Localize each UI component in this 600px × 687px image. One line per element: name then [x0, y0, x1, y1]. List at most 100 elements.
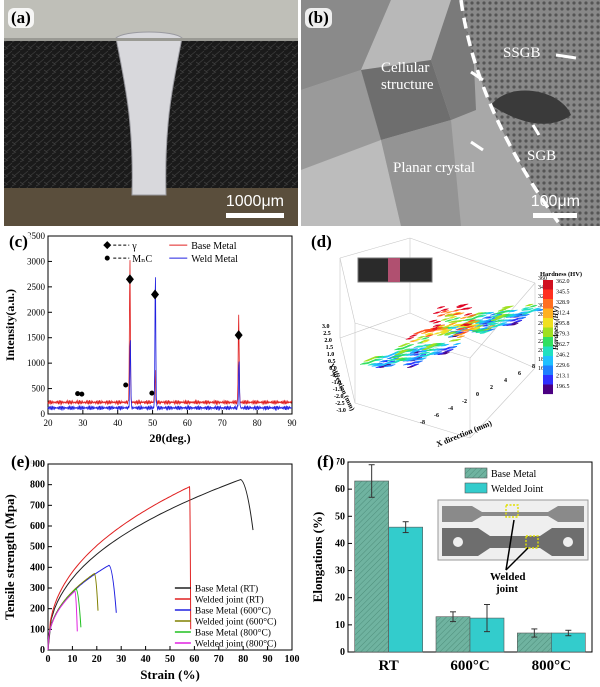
hardness-surface-cell [445, 332, 454, 336]
hardness-surface-cell [505, 305, 514, 309]
colorbar-swatch [543, 356, 553, 366]
hardness-surface-cell [421, 337, 430, 340]
hardness-z-tick: 340 [538, 285, 547, 291]
tensile-ytick-label: 300 [30, 583, 45, 594]
hardness-y-tick: -0.5 [330, 373, 340, 379]
hardness-z-label: Hardness (HV) [552, 306, 560, 351]
xrd-mc-marker [149, 390, 155, 396]
tensile-xtick-label: 40 [141, 654, 151, 665]
xrd-ytick-label: 2000 [27, 307, 46, 317]
tensile-legend-text: Welded joint (600°C) [195, 617, 277, 628]
hardness-surface-cell [525, 308, 534, 311]
hardness-surface-cell [452, 312, 461, 316]
hardness-grid-line [339, 312, 411, 339]
elong-inset-hole [453, 537, 463, 547]
weld-macrograph [4, 0, 298, 226]
xrd-ytick-label: 0 [41, 409, 46, 419]
elong-inset-label: joint [495, 583, 518, 595]
xrd-xtick-label: 80 [253, 418, 263, 428]
tensile-legend-text: Base Metal (800°C) [195, 628, 271, 639]
hardness-surface-cell [433, 320, 442, 324]
hardness-surface-cell [445, 349, 454, 352]
tensile-curve-2 [47, 564, 117, 651]
tensile-xtick-label: 100 [285, 654, 300, 665]
tensile-legend-text: Base Metal (RT) [195, 584, 258, 595]
hardness-surface-cell [433, 332, 442, 335]
hardness-surface-cell [464, 313, 473, 316]
hardness-y-tick: 2.5 [323, 331, 331, 337]
colorbar-title: Hardness (HV) [540, 271, 582, 278]
xrd-ytick-label: 1000 [27, 358, 46, 368]
hardness-x-tick: 6 [518, 371, 521, 377]
panel-e-label: (e) [8, 452, 33, 472]
tensile-xtick-label: 80 [238, 654, 248, 665]
hardness-surface-cell [483, 328, 492, 331]
colorbar-tick: 328.9 [556, 300, 570, 306]
hardness-surface-cell [487, 321, 495, 325]
panel-c-label: (c) [6, 232, 31, 252]
elong-inset-specimen-2 [442, 528, 584, 556]
hardness-grid-line [469, 367, 536, 439]
elong-legend-swatch-weld [464, 482, 488, 494]
legend-base-metal-text: Base Metal [191, 241, 236, 252]
hardness-surface-cell [425, 332, 434, 336]
elong-category-label: 800°C [532, 658, 571, 674]
hardness-y-tick: 0.0 [329, 366, 337, 372]
colorbar-tick: 345.5 [556, 290, 570, 296]
hardness-surface-cell [409, 334, 418, 337]
panel-c: 0 500 1000 1500 2000 2500 3000 3500 20 30 40 50 60 70… [0, 228, 300, 450]
hardness-x-label: X direction (mm) [435, 418, 493, 449]
hardness-x-tick: 4 [504, 378, 507, 384]
hardness-z-tick: 320 [538, 294, 547, 300]
tensile-xtick-label: 0 [46, 654, 51, 665]
xrd-xtick-label: 30 [78, 418, 88, 428]
hardness-surface-cell [425, 334, 434, 337]
hardness-surface-cell [468, 327, 477, 330]
hardness-y-tick: 1.5 [326, 345, 334, 351]
xrd-gamma-marker [234, 330, 243, 341]
elong-legend-text-weld: Welded Joint [491, 484, 543, 495]
elong-ylabel: Elongations (%) [310, 512, 325, 603]
hardness-surface-cell [405, 337, 414, 340]
hardness-surface-cell [429, 319, 438, 323]
hardness-surface-cell [460, 323, 469, 326]
tensile-ytick-label: 500 [30, 542, 45, 553]
hardness-surface-cell [467, 319, 476, 322]
xrd-gamma-marker [125, 274, 134, 285]
hardness-surface-cell [437, 333, 446, 336]
panel-a-label: (a) [8, 8, 34, 28]
elong-ytick-label: 10 [335, 620, 345, 631]
hardness-surface-cell [448, 316, 457, 319]
legend-mc-text: MₙC [132, 254, 152, 265]
hardness-y-tick: -3.0 [336, 408, 346, 414]
xrd-xtick-label: 70 [218, 418, 228, 428]
colorbar-tick: 262.7 [556, 342, 570, 348]
hardness-surface-cell [441, 331, 450, 334]
tensile-legend-text: Welded joint (800°C) [195, 639, 277, 650]
tensile-xtick-label: 70 [214, 654, 224, 665]
xrd-xtick-label: 40 [113, 418, 123, 428]
hardness-y-tick: -1.5 [333, 387, 343, 393]
annotation-sgb: SGB [527, 148, 557, 164]
tensile-ytick-label: 0 [40, 645, 45, 656]
tensile-curve-5 [47, 590, 78, 651]
panel-d: 360 340 320 300 280 260 240 220 200 180 160 Hardnes… [300, 228, 600, 450]
xrd-mc-marker [123, 382, 129, 388]
hardness-surface-cell [453, 342, 461, 346]
hardness-surface-cell [406, 349, 415, 352]
hardness-x-tick: -2 [462, 399, 467, 405]
elong-inset-arrow [505, 547, 529, 571]
xrd-xtick-label: 20 [44, 418, 54, 428]
hardness-y-tick: -2.0 [334, 394, 344, 400]
hardness-z-tick: 280 [538, 312, 547, 318]
hardness-surface-cell [436, 306, 445, 309]
colorbar-swatch [543, 280, 553, 290]
elong-inset-weld-box-1 [505, 504, 519, 518]
tensile-ytick-label: 700 [30, 500, 45, 511]
tensile-xtick-label: 50 [165, 654, 175, 665]
xrd-xtick-label: 50 [148, 418, 158, 428]
hardness-grid-line [339, 257, 356, 324]
hardness-z-tick: 240 [538, 330, 547, 336]
legend-mc-symbol [104, 255, 110, 261]
hardness-surface-cell [487, 328, 496, 331]
